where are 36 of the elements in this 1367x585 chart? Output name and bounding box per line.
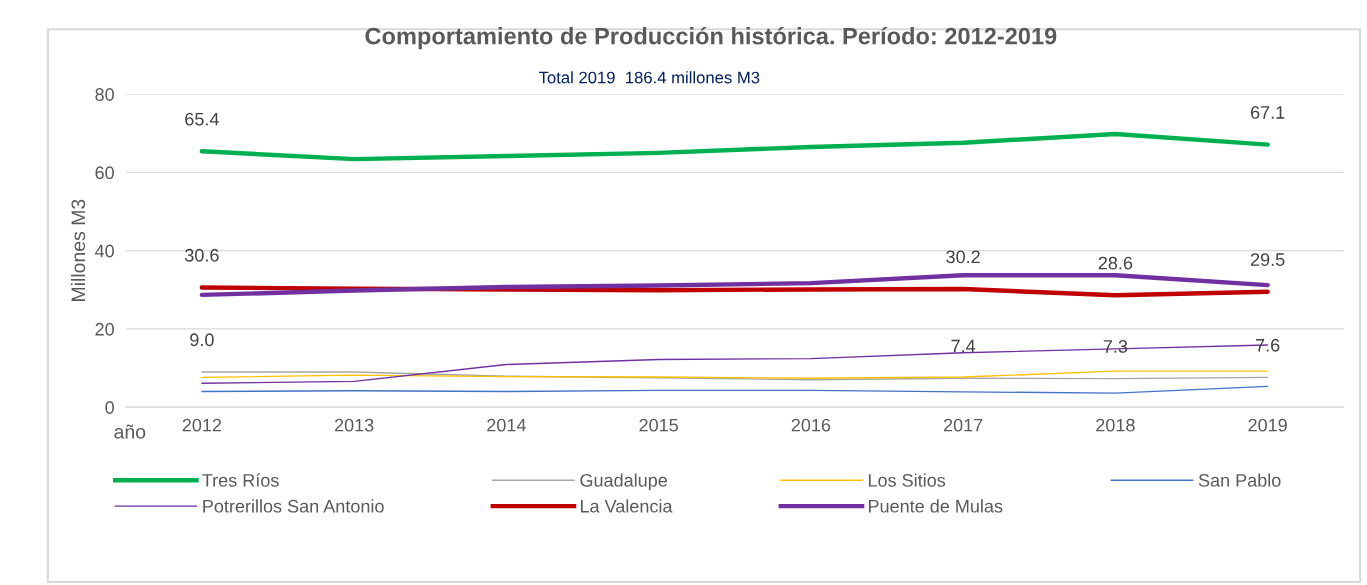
legend-label: La Valencia — [580, 499, 673, 513]
x-tick-label: 2017 — [943, 418, 983, 432]
data-label: 9.0 — [190, 333, 214, 347]
legend-label: Potrerillos San Antonio — [203, 499, 384, 513]
chart-title: Comportamiento de Producción histórica. Período: 2012-2019 — [365, 26, 1057, 50]
line-series — [199, 273, 1270, 298]
y-axis-title: Millones M3 — [70, 199, 86, 301]
data-label: 65.4 — [185, 112, 219, 126]
y-tick-label: 20 — [95, 322, 114, 336]
x-tick-label: 2015 — [639, 418, 678, 432]
y-tick-label: 60 — [95, 166, 114, 180]
line-series — [201, 385, 1269, 394]
legend-label: Puente de Mulas — [868, 499, 1003, 513]
data-label: 30.2 — [946, 250, 980, 264]
x-tick-label: 2012 — [182, 418, 222, 432]
legend-label: San Pablo — [1198, 473, 1281, 487]
data-label: 30.6 — [185, 248, 219, 262]
legend-label: Tres Ríos — [202, 473, 279, 487]
x-tick-label: 2019 — [1248, 418, 1287, 432]
data-label: 29.5 — [1250, 253, 1285, 266]
x-axis-title: año — [114, 424, 146, 439]
x-tick-label: 2016 — [791, 418, 831, 432]
y-tick-label: 80 — [95, 88, 114, 101]
x-tick-label: 2014 — [487, 418, 526, 432]
data-label: 7.4 — [951, 339, 976, 353]
data-label: 67.1 — [1250, 106, 1285, 119]
data-label: 28.6 — [1098, 256, 1133, 270]
chart-subtitle: Total 2019 186.4 millones M3 — [539, 71, 760, 84]
legend-label: Guadalupe — [580, 473, 668, 491]
y-tick-label: 40 — [94, 244, 114, 258]
x-tick-label: 2018 — [1096, 418, 1135, 432]
line-series — [199, 131, 1270, 162]
x-tick-label: 2013 — [334, 418, 374, 432]
legend-label: Los Sitios — [868, 473, 946, 487]
data-label: 7.6 — [1256, 338, 1280, 352]
y-tick-label: 0 — [105, 401, 114, 414]
